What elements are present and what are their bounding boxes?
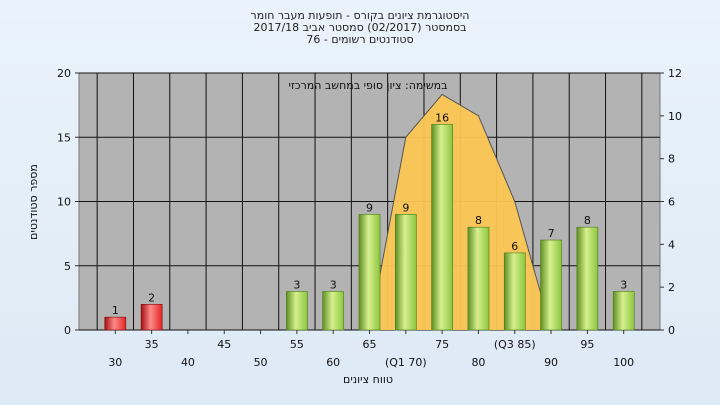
y2-tick-label: 8 bbox=[668, 153, 675, 166]
y2-tick-label: 6 bbox=[668, 196, 675, 209]
bar-value-label: 2 bbox=[148, 291, 155, 304]
bars: 1 2 3 3 9 9 16 8 6 7 8 3 bbox=[104, 111, 635, 331]
bar-75 bbox=[431, 124, 453, 331]
y-tick-label: 5 bbox=[64, 260, 71, 273]
bar-90 bbox=[540, 239, 562, 331]
y-tick-label: 0 bbox=[64, 324, 71, 337]
x-tick-label: 95 bbox=[580, 338, 594, 351]
chart-annotation: במשימה: ציון סופי במחשב המרכזי bbox=[288, 79, 447, 92]
x-tick-label: 80 bbox=[471, 356, 485, 369]
chart-subtitle: בסמסטר (02/2017) סמסטר אביב 2017/18 bbox=[253, 21, 467, 34]
bar-value-label: 8 bbox=[584, 214, 591, 227]
chart-subtitle-2: סטודנטים רשומים - 76 bbox=[306, 33, 414, 46]
x-tick-label: 40 bbox=[181, 356, 195, 369]
chart-titles: היסטוגרמת ציונים בקורס - תופעות מעבר חומ… bbox=[0, 10, 720, 46]
x-axis: 30 35 40 45 50 55 60 65 (Q1 70) 75 80 (Q3 85) 90 95 10… bbox=[108, 330, 634, 369]
y2-tick-label: 0 bbox=[668, 324, 675, 337]
chart-title: היסטוגרמת ציונים בקורס - תופעות מעבר חומ… bbox=[250, 9, 470, 22]
bar-value-label: 9 bbox=[366, 201, 373, 214]
bar-55 bbox=[286, 291, 308, 331]
x-tick-label: (Q1 70) bbox=[385, 356, 427, 369]
x-tick-label: 75 bbox=[435, 338, 449, 351]
x-tick-label: 55 bbox=[290, 338, 304, 351]
bar-35 bbox=[140, 303, 163, 331]
x-tick-label: 45 bbox=[217, 338, 231, 351]
bar-30 bbox=[104, 316, 127, 331]
bar-value-label: 3 bbox=[330, 278, 337, 291]
bar-value-label: 6 bbox=[511, 240, 518, 253]
quartile-band-edge bbox=[369, 93, 552, 331]
bar-95 bbox=[576, 226, 599, 331]
bar-100 bbox=[612, 291, 635, 331]
bar-value-label: 7 bbox=[548, 227, 555, 240]
bar-80 bbox=[467, 226, 490, 331]
x-tick-label: 100 bbox=[613, 356, 634, 369]
y2-tick-label: 12 bbox=[668, 67, 682, 80]
y2-axis: 0 2 4 6 8 10 12 bbox=[660, 67, 682, 337]
y-axis: 0 5 10 15 20 bbox=[57, 67, 79, 337]
x-tick-label: 60 bbox=[326, 356, 340, 369]
y2-tick-label: 4 bbox=[668, 238, 675, 251]
y-tick-label: 15 bbox=[57, 131, 71, 144]
y2-tick-label: 2 bbox=[668, 281, 675, 294]
y-tick-label: 10 bbox=[57, 196, 71, 209]
bar-85 bbox=[503, 252, 526, 331]
bar-value-label: 3 bbox=[620, 278, 627, 291]
y-axis-label: מספר סטודנטים bbox=[27, 164, 40, 240]
bar-value-label: 3 bbox=[293, 278, 300, 291]
x-axis-label: טווח ציונים bbox=[343, 373, 393, 386]
x-tick-label: 65 bbox=[363, 338, 377, 351]
y-tick-label: 20 bbox=[57, 67, 71, 80]
bar-value-label: 16 bbox=[435, 111, 449, 124]
y2-tick-label: 10 bbox=[668, 110, 682, 123]
bar-70 bbox=[394, 214, 417, 331]
x-tick-label: 35 bbox=[145, 338, 159, 351]
bar-value-label: 1 bbox=[112, 304, 119, 317]
x-tick-label: 30 bbox=[108, 356, 122, 369]
bar-value-label: 8 bbox=[475, 214, 482, 227]
bar-60 bbox=[322, 291, 345, 331]
x-tick-label: (Q3 85) bbox=[494, 338, 536, 351]
bar-value-label: 9 bbox=[402, 201, 409, 214]
x-tick-label: 50 bbox=[254, 356, 268, 369]
x-tick-label: 90 bbox=[544, 356, 558, 369]
bar-65 bbox=[358, 214, 381, 331]
